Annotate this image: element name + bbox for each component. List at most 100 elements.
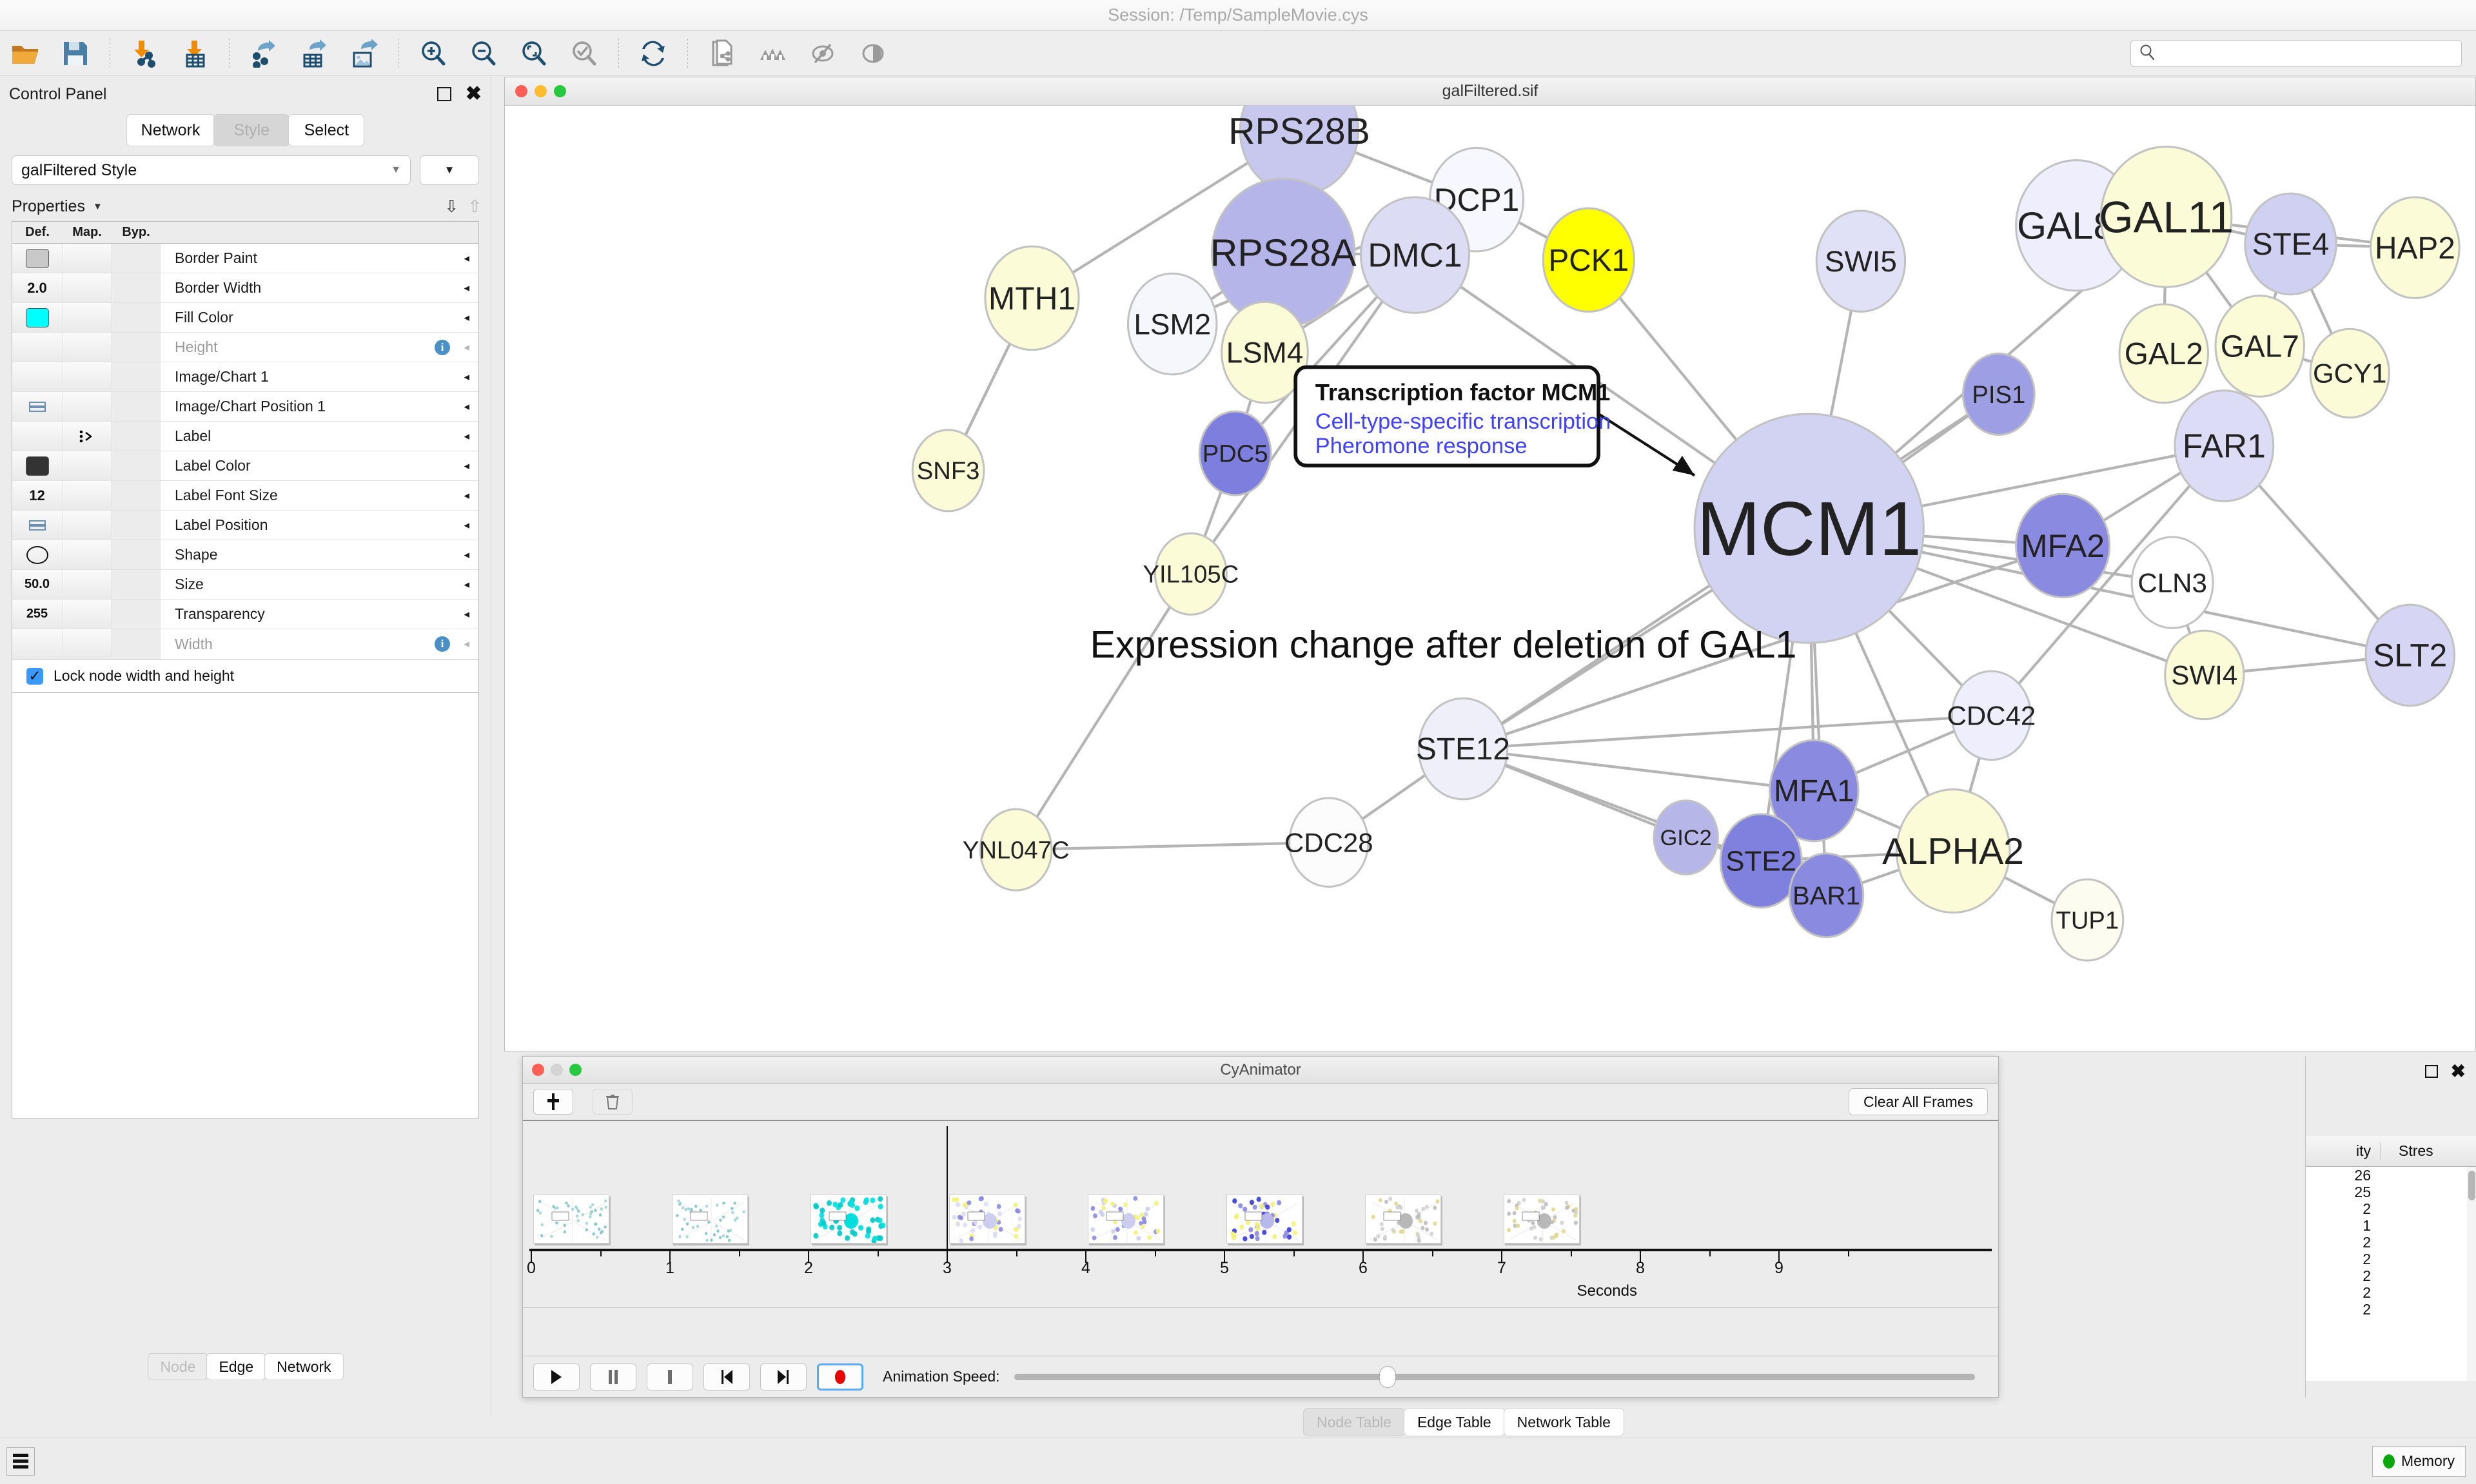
timeline-frame[interactable]: [811, 1195, 887, 1244]
table-body[interactable]: 26 25 2 1 2 2 2 2 2: [2306, 1167, 2467, 1381]
network-node[interactable]: ALPHA2: [1882, 788, 2024, 914]
record-button[interactable]: [817, 1363, 863, 1391]
table-row[interactable]: 2: [2306, 1284, 2467, 1301]
window-controls[interactable]: [532, 1064, 582, 1076]
skip-start-button[interactable]: [703, 1363, 750, 1391]
close-window-icon[interactable]: [532, 1064, 544, 1076]
search-box[interactable]: [2130, 40, 2462, 67]
table-row[interactable]: 26: [2306, 1167, 2467, 1184]
frame-strip[interactable]: [523, 1195, 1998, 1251]
property-bypass-cell[interactable]: [112, 451, 161, 480]
property-bypass-cell[interactable]: [112, 333, 161, 362]
delete-frame-button[interactable]: [593, 1089, 633, 1115]
network-node[interactable]: LSM4: [1221, 300, 1309, 404]
expand-arrow-icon[interactable]: ◂: [464, 281, 469, 294]
property-default-cell[interactable]: [12, 511, 63, 540]
network-node[interactable]: RPS28A: [1210, 177, 1357, 327]
property-default-cell[interactable]: 50.0: [12, 570, 63, 599]
property-bypass-cell[interactable]: [112, 600, 161, 629]
expand-arrow-icon[interactable]: ◂: [464, 400, 469, 413]
network-node[interactable]: GCY1: [2309, 327, 2390, 419]
tab-edge[interactable]: Edge: [206, 1353, 266, 1380]
network-node[interactable]: CDC28: [1284, 797, 1373, 888]
network-node[interactable]: SWI5: [1815, 210, 1907, 313]
minimize-window-icon[interactable]: [535, 85, 547, 97]
property-bypass-cell[interactable]: [112, 540, 161, 569]
property-row[interactable]: Label Position ◂: [12, 511, 478, 540]
maximize-window-icon[interactable]: [569, 1064, 582, 1076]
network-node[interactable]: RPS28B: [1228, 106, 1370, 196]
network-edge[interactable]: [1462, 714, 1992, 750]
network-node[interactable]: STE12: [1416, 697, 1510, 801]
window-controls[interactable]: [515, 85, 566, 97]
property-row[interactable]: 255 Transparency ◂: [12, 600, 478, 629]
property-row[interactable]: Border Paint ◂: [12, 244, 478, 273]
network-edge[interactable]: [1016, 841, 1329, 852]
property-bypass-cell[interactable]: [112, 629, 161, 659]
property-mapping-cell[interactable]: [63, 570, 112, 599]
network-node[interactable]: CLN3: [2130, 536, 2214, 629]
style-options-button[interactable]: ▼: [420, 155, 479, 185]
property-bypass-cell[interactable]: [112, 422, 161, 451]
close-window-icon[interactable]: [515, 85, 527, 97]
property-default-cell[interactable]: 12: [12, 481, 63, 510]
search-input[interactable]: [2156, 45, 2461, 62]
property-bypass-cell[interactable]: [112, 244, 161, 273]
tab-node[interactable]: Node: [148, 1353, 208, 1380]
property-mapping-cell[interactable]: [63, 303, 112, 332]
info-icon[interactable]: i: [435, 636, 450, 652]
network-node[interactable]: PDC5: [1198, 410, 1272, 496]
tab-network[interactable]: Network: [126, 114, 215, 146]
show-icon[interactable]: [848, 34, 898, 73]
task-list-icon[interactable]: [6, 1447, 35, 1476]
network-node[interactable]: GAL7: [2214, 295, 2306, 398]
network-node[interactable]: MCM1: [1693, 413, 1925, 644]
expand-arrow-icon[interactable]: ◂: [464, 548, 469, 561]
column-header-stress[interactable]: Stres: [2380, 1142, 2476, 1160]
animation-speed-slider[interactable]: [1014, 1364, 1975, 1390]
property-mapping-cell[interactable]: [63, 629, 112, 659]
network-node[interactable]: GAL2: [2118, 303, 2210, 404]
table-row[interactable]: 2: [2306, 1234, 2467, 1251]
hide-icon[interactable]: [798, 34, 848, 73]
open-folder-icon[interactable]: [0, 34, 50, 73]
zoom-out-icon[interactable]: [458, 34, 509, 73]
table-row[interactable]: 25: [2306, 1184, 2467, 1200]
expand-arrow-icon[interactable]: ◂: [464, 489, 469, 502]
import-network-icon[interactable]: [119, 34, 170, 73]
network-node[interactable]: SWI4: [2164, 629, 2245, 721]
close-icon[interactable]: ✖: [2450, 1061, 2466, 1081]
network-edge[interactable]: [1014, 573, 1192, 851]
table-row[interactable]: 2: [2306, 1267, 2467, 1284]
lock-node-size-row[interactable]: ✓ Lock node width and height: [12, 659, 478, 692]
property-row[interactable]: Width i ◂: [12, 629, 478, 659]
network-node[interactable]: CDC42: [1947, 670, 2036, 761]
network-node[interactable]: MTH1: [984, 245, 1080, 351]
color-swatch[interactable]: [25, 308, 49, 327]
network-node[interactable]: YIL105C: [1143, 532, 1239, 616]
property-mapping-cell[interactable]: [63, 362, 112, 391]
add-frame-button[interactable]: [533, 1089, 573, 1115]
property-mapping-cell[interactable]: [63, 451, 112, 480]
network-node[interactable]: STE2: [1719, 813, 1803, 909]
expand-arrow-icon[interactable]: ◂: [464, 518, 469, 531]
color-swatch[interactable]: [25, 248, 49, 268]
clear-all-frames-button[interactable]: Clear All Frames: [1849, 1088, 1988, 1115]
tab-select[interactable]: Select: [288, 114, 365, 146]
expand-arrow-icon[interactable]: ◂: [464, 638, 469, 650]
timeline-frame[interactable]: [672, 1195, 748, 1244]
callout-box[interactable]: [1293, 365, 1600, 468]
property-default-cell[interactable]: 2.0: [12, 273, 63, 302]
expand-all-icon[interactable]: ⇩: [444, 196, 458, 216]
network-node[interactable]: SLT2: [2364, 603, 2456, 707]
network-edge[interactable]: [1990, 445, 2225, 717]
timeline-frame[interactable]: [1365, 1195, 1441, 1244]
property-default-cell[interactable]: [12, 540, 63, 569]
property-default-cell[interactable]: [12, 451, 63, 480]
destroy-network-icon[interactable]: [747, 34, 798, 73]
expand-arrow-icon[interactable]: ◂: [464, 370, 469, 383]
property-bypass-cell[interactable]: [112, 481, 161, 510]
property-row[interactable]: Height i ◂: [12, 333, 478, 362]
timeline-frame[interactable]: [1226, 1195, 1302, 1244]
property-row[interactable]: Label Color ◂: [12, 451, 478, 481]
